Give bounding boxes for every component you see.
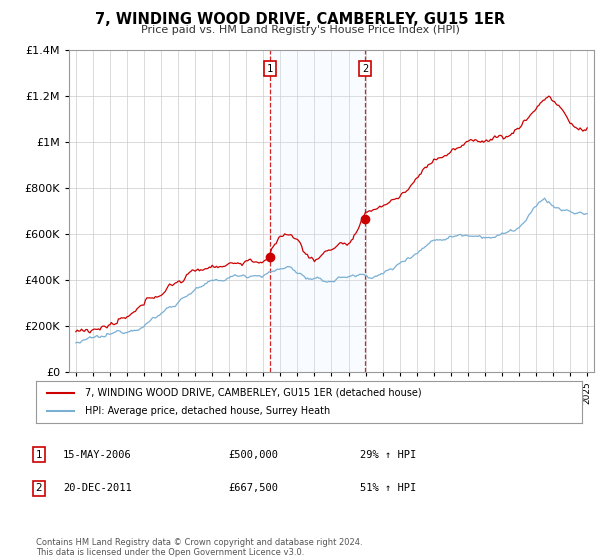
Text: 1: 1	[266, 64, 273, 74]
Text: £500,000: £500,000	[228, 450, 278, 460]
Text: Contains HM Land Registry data © Crown copyright and database right 2024.
This d: Contains HM Land Registry data © Crown c…	[36, 538, 362, 557]
Text: £667,500: £667,500	[228, 483, 278, 493]
Text: 51% ↑ HPI: 51% ↑ HPI	[360, 483, 416, 493]
Text: 20-DEC-2011: 20-DEC-2011	[63, 483, 132, 493]
Text: 2: 2	[362, 64, 368, 74]
Text: HPI: Average price, detached house, Surrey Heath: HPI: Average price, detached house, Surr…	[85, 406, 331, 416]
Text: 7, WINDING WOOD DRIVE, CAMBERLEY, GU15 1ER: 7, WINDING WOOD DRIVE, CAMBERLEY, GU15 1…	[95, 12, 505, 27]
Text: 15-MAY-2006: 15-MAY-2006	[63, 450, 132, 460]
Text: Price paid vs. HM Land Registry's House Price Index (HPI): Price paid vs. HM Land Registry's House …	[140, 25, 460, 35]
Text: 29% ↑ HPI: 29% ↑ HPI	[360, 450, 416, 460]
Text: 7, WINDING WOOD DRIVE, CAMBERLEY, GU15 1ER (detached house): 7, WINDING WOOD DRIVE, CAMBERLEY, GU15 1…	[85, 388, 422, 398]
Text: 1: 1	[35, 450, 43, 460]
Text: 2: 2	[35, 483, 43, 493]
Bar	[270, 50, 365, 372]
